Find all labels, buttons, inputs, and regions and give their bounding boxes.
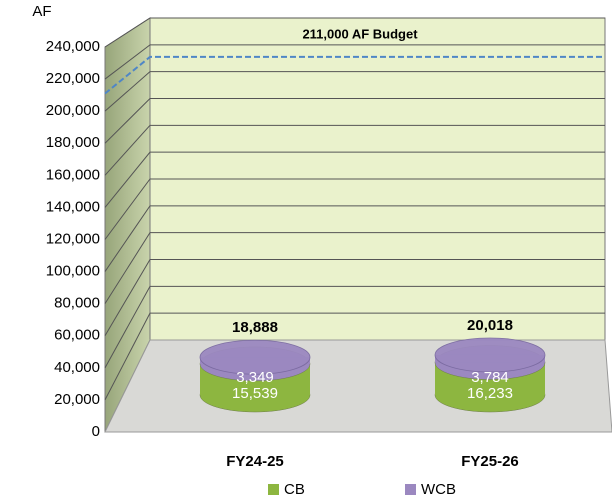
budget-label: 211,000 AF Budget <box>302 26 418 41</box>
y-tick-label: 200,000 <box>46 102 100 119</box>
grid-line <box>104 71 605 112</box>
grid-line <box>104 259 605 337</box>
value-label: 3,349 <box>236 369 274 386</box>
grid-line <box>104 232 605 304</box>
value-label: 3,784 <box>471 369 509 386</box>
grid-line <box>104 178 605 240</box>
x-tick-label: FY25-26 <box>461 453 519 470</box>
total-label: 18,888 <box>232 319 278 336</box>
value-label: 15,539 <box>232 385 278 402</box>
y-tick-label: 160,000 <box>46 166 100 183</box>
y-tick-label: 40,000 <box>54 359 100 376</box>
grid-line <box>104 124 605 176</box>
legend-label: WCB <box>421 481 456 498</box>
grid-line <box>104 44 605 80</box>
grid-line <box>104 312 605 401</box>
value-label: 16,233 <box>467 385 513 402</box>
cylinder-top <box>434 337 546 373</box>
y-tick-label: 20,000 <box>54 391 100 408</box>
y-tick-label: 120,000 <box>46 230 100 247</box>
grid-line <box>104 17 605 48</box>
total-label: 20,018 <box>467 317 513 334</box>
legend-swatch <box>268 484 279 495</box>
grid-line <box>104 151 605 208</box>
y-axis-label: AF <box>32 3 51 20</box>
y-tick-label: 60,000 <box>54 327 100 344</box>
grid-line <box>104 98 605 144</box>
legend-swatch <box>405 484 416 495</box>
budget-line <box>104 55 605 95</box>
y-tick-label: 80,000 <box>54 295 100 312</box>
y-tick-label: 100,000 <box>46 263 100 280</box>
x-tick-label: FY24-25 <box>226 453 284 470</box>
grid-line <box>104 285 605 369</box>
y-tick-label: 240,000 <box>46 38 100 55</box>
grid-line <box>104 205 605 272</box>
y-tick-label: 220,000 <box>46 70 100 87</box>
y-tick-label: 140,000 <box>46 198 100 215</box>
y-tick-label: 180,000 <box>46 134 100 151</box>
y-tick-label: 0 <box>92 423 100 440</box>
legend-label: CB <box>284 481 305 498</box>
cylinder-top <box>199 339 311 375</box>
